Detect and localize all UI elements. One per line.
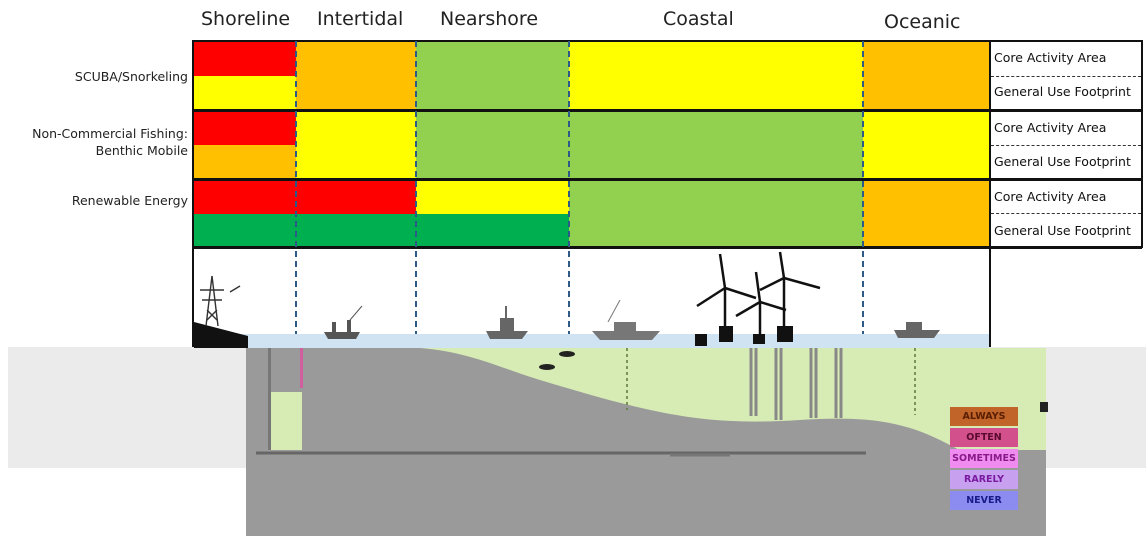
row-label-renewable-core: Core Activity Area <box>994 189 1107 204</box>
zone-boundary-4 <box>862 41 864 347</box>
row-label-fishing-core: Core Activity Area <box>994 120 1107 135</box>
frequency-key-rarely: RARELY <box>950 470 1018 489</box>
matrix-cell-scuba-core-shoreline <box>194 42 296 76</box>
water-surface <box>194 334 989 348</box>
matrix-cell-scuba-core-oceanic <box>863 42 989 76</box>
matrix-cell-renewable-general-nearshore <box>416 214 569 247</box>
row-divider-3 <box>991 213 1141 214</box>
matrix-cell-renewable-general-oceanic <box>863 214 989 247</box>
frequency-key-sometimes: SOMETIMES <box>950 449 1018 468</box>
frequency-key-never: NEVER <box>950 491 1018 510</box>
turbine-foundations <box>749 348 843 420</box>
block-divider-2 <box>192 178 1142 181</box>
row-label-renewable-general: General Use Footprint <box>994 223 1131 238</box>
seafloor <box>246 348 302 450</box>
zone-boundary-1 <box>295 41 297 347</box>
matrix-cell-scuba-core-intertidal <box>296 42 416 76</box>
matrix-cell-fishing-general-nearshore <box>416 145 569 180</box>
zone-header-coastal: Coastal <box>663 8 734 30</box>
matrix-cell-renewable-general-shoreline <box>194 214 296 247</box>
sport-fishing-boat-icon <box>592 299 660 340</box>
zone-header-shoreline: Shoreline <box>201 8 291 30</box>
activity-label-scuba: SCUBA/Snorkeling <box>75 68 188 85</box>
pier-edge <box>300 348 303 388</box>
matrix-cell-fishing-general-shoreline <box>194 145 296 180</box>
activity-label-fishing-line2: Benthic Mobile <box>95 143 188 158</box>
matrix-cell-scuba-general-oceanic <box>863 76 989 111</box>
matrix-cell-renewable-general-coastal <box>569 214 863 247</box>
fishing-boat-icon <box>324 305 363 339</box>
zone-boundary-3 <box>568 41 570 347</box>
matrix-cell-fishing-general-coastal <box>569 145 863 180</box>
matrix-cell-scuba-general-nearshore <box>416 76 569 111</box>
activity-label-renewable-text: Renewable Energy <box>71 193 188 208</box>
wind-turbine-icon <box>695 251 821 346</box>
power-pylon-icon <box>200 275 241 327</box>
activity-label-fishing: Non-Commercial Fishing: Benthic Mobile <box>32 125 188 159</box>
matrix-cell-fishing-core-nearshore <box>416 111 569 145</box>
matrix-cell-fishing-core-coastal <box>569 111 863 145</box>
activity-label-fishing-line1: Non-Commercial Fishing: <box>32 126 188 141</box>
matrix-frame-left <box>192 40 194 350</box>
matrix-cell-fishing-core-shoreline <box>194 111 296 145</box>
matrix-cell-scuba-general-coastal <box>569 76 863 111</box>
row-label-scuba-core: Core Activity Area <box>994 50 1107 65</box>
zone-header-nearshore: Nearshore <box>440 8 539 30</box>
seabed-lower <box>246 450 1046 536</box>
matrix-cell-renewable-core-intertidal <box>296 180 416 214</box>
row-label-fishing-general: General Use Footprint <box>994 154 1131 169</box>
frequency-key-often: OFTEN <box>950 428 1018 447</box>
zone-header-oceanic: Oceanic <box>884 11 961 33</box>
frequency-key-always: ALWAYS <box>950 407 1018 426</box>
matrix-cell-renewable-core-nearshore <box>416 180 569 214</box>
matrix-cell-fishing-core-intertidal <box>296 111 416 145</box>
legend-frame-right <box>1141 40 1143 248</box>
zone-header-intertidal: Intertidal <box>317 8 404 30</box>
offshore-boat-icon <box>894 322 940 338</box>
row-label-scuba-general: General Use Footprint <box>994 84 1131 99</box>
matrix-cell-scuba-general-shoreline <box>194 76 296 111</box>
fishing-lines <box>626 348 916 415</box>
diver-icon <box>539 351 575 370</box>
matrix-frame-top <box>192 40 1142 42</box>
matrix-cell-scuba-core-nearshore <box>416 42 569 76</box>
activity-label-renewable: Renewable Energy <box>72 192 188 209</box>
matrix-cell-renewable-general-intertidal <box>296 214 416 247</box>
activity-label-scuba-text: SCUBA/Snorkeling <box>74 69 188 84</box>
matrix-cell-fishing-general-intertidal <box>296 145 416 180</box>
matrix-cell-renewable-core-coastal <box>569 180 863 214</box>
right-edge-marker <box>1040 402 1048 412</box>
shore-slope <box>194 322 248 348</box>
matrix-cell-fishing-core-oceanic <box>863 111 989 145</box>
zone-boundary-2 <box>415 41 417 347</box>
matrix-cell-scuba-general-intertidal <box>296 76 416 111</box>
matrix-cell-scuba-core-coastal <box>569 42 863 76</box>
block-divider-1 <box>192 109 1142 112</box>
matrix-frame-right <box>989 40 991 350</box>
trawler-icon <box>486 306 528 339</box>
block-divider-3 <box>192 246 1142 249</box>
matrix-cell-renewable-core-shoreline <box>194 180 296 214</box>
matrix-cell-renewable-core-oceanic <box>863 180 989 214</box>
shore-pier <box>268 348 271 450</box>
matrix-cell-fishing-general-oceanic <box>863 145 989 180</box>
row-divider-1 <box>991 76 1141 77</box>
row-divider-2 <box>991 145 1141 146</box>
